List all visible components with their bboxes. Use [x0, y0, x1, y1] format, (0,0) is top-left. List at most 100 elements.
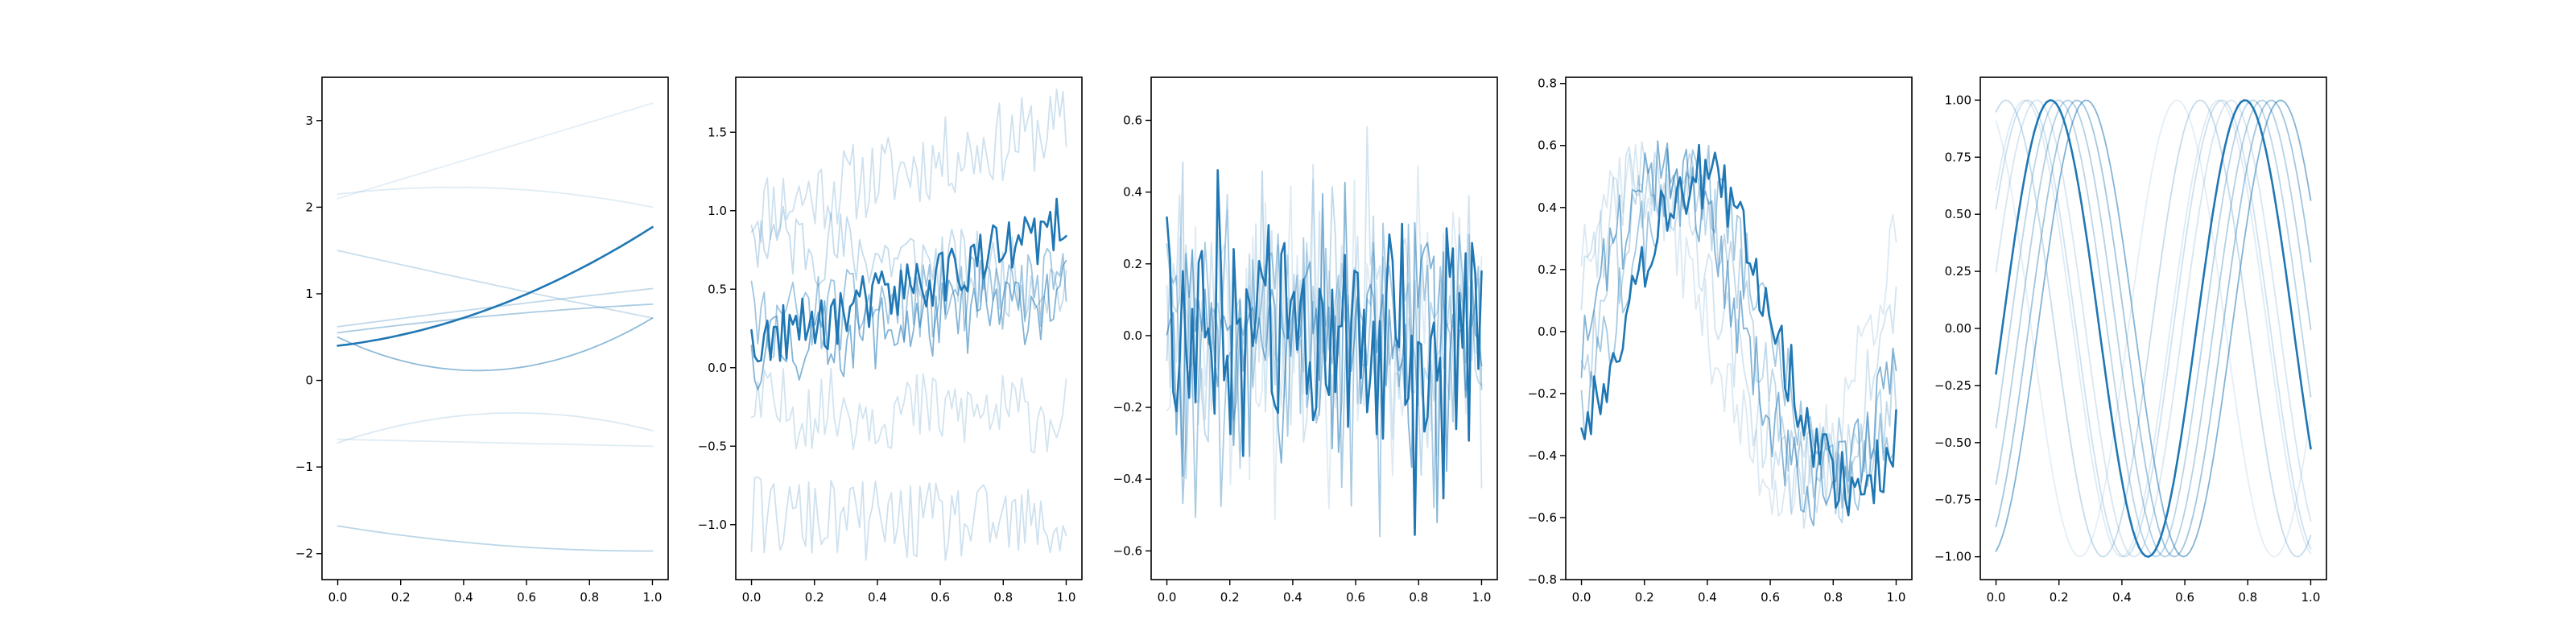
plot-area: [1995, 99, 2312, 558]
y-tick-label: 0: [305, 374, 313, 388]
series-line-2: [336, 186, 654, 208]
x-tick-label: 0.8: [2238, 590, 2257, 605]
series-line-4: [750, 259, 1067, 390]
subplot-1: 0.0 0.2 0.4 0.6 0.8 1.0 −2 −1 0 1 2 3: [295, 76, 669, 605]
series-line-7: [750, 197, 1067, 363]
series-line-4: [1995, 99, 2312, 558]
y-tick-label: −1.0: [698, 518, 727, 532]
y-tick-label: 0.6: [1538, 138, 1557, 153]
y-tick-label: 1.00: [1945, 93, 1971, 107]
y-tick-label: −0.2: [1113, 400, 1142, 415]
x-tick-label: 0.4: [2112, 590, 2132, 605]
y-tick-label: 0.4: [1123, 185, 1142, 200]
x-tick-label: 0.4: [454, 590, 473, 605]
series-line-1: [1995, 99, 2312, 558]
series-line-8: [336, 438, 654, 448]
x-tick-label: 0.6: [517, 590, 536, 605]
plot-area: [336, 102, 654, 552]
y-tick-label: −0.6: [1113, 543, 1142, 558]
series-line-1: [1580, 144, 1897, 518]
series-line-5: [1166, 181, 1483, 523]
y-tick-label: 1.0: [708, 204, 727, 218]
series-line-10: [1995, 99, 2312, 558]
series-line-6: [750, 476, 1067, 561]
subplot-3: 0.0 0.2 0.4 0.6 0.8 1.0 −0.6 −0.4 −0.2 0.0 0.2 0.4 0…: [1113, 76, 1498, 605]
y-tick-label: 1.5: [708, 125, 727, 139]
series-line-7: [1995, 99, 2312, 558]
y-tick-label: 2: [305, 200, 313, 214]
series-line-9: [336, 525, 654, 552]
y-tick-label: −0.75: [1934, 493, 1971, 507]
x-tick-label: 0.0: [328, 590, 348, 605]
y-tick-label: 0.5: [708, 282, 727, 296]
series-line-5: [1995, 99, 2312, 558]
series-line-6: [1580, 143, 1897, 517]
y-tick-label: 0.00: [1945, 321, 1971, 336]
series-line-1: [336, 102, 654, 200]
series-line-3: [336, 250, 654, 319]
x-tick-label: 0.0: [1158, 590, 1177, 605]
x-tick-label: 0.8: [993, 590, 1013, 605]
y-tick-label: −0.6: [1528, 510, 1557, 525]
y-tick-label: 0.4: [1538, 200, 1557, 215]
y-tick-label: −0.4: [1528, 448, 1557, 463]
x-tick-label: 0.8: [1409, 590, 1428, 605]
plot-area: [750, 89, 1067, 561]
y-tick-label: 0.2: [1538, 262, 1557, 277]
y-tick-label: 0.0: [1123, 328, 1142, 343]
x-tick-label: 0.2: [1635, 590, 1654, 605]
series-line-6: [1995, 99, 2312, 558]
y-tick-label: −0.25: [1934, 378, 1971, 393]
x-tick-label: 0.6: [931, 590, 950, 605]
subplot-5: 0.0 0.2 0.4 0.6 0.8 1.0 −1.00 −0.75 −0.50 −0.25 0.…: [1934, 76, 2327, 605]
x-tick-label: 0.4: [1283, 590, 1302, 605]
y-tick-label: 0.25: [1945, 264, 1971, 279]
plot-area: [1580, 140, 1897, 529]
y-tick-label: −0.2: [1528, 386, 1557, 401]
series-line-9: [1995, 99, 2312, 558]
y-tick-label: −1.00: [1934, 550, 1971, 564]
y-tick-label: 0.75: [1945, 150, 1971, 164]
y-tick-label: 0.8: [1538, 76, 1557, 91]
x-tick-label: 0.6: [1346, 590, 1365, 605]
x-tick-label: 0.4: [1698, 590, 1717, 605]
x-tick-label: 1.0: [2301, 590, 2321, 605]
series-line-5: [1580, 140, 1897, 526]
y-tick-label: 0.50: [1945, 207, 1971, 221]
subplot-4: 0.0 0.2 0.4 0.6 0.8 1.0 −0.8 −0.6 −0.4 −0.2 0.0 0.2…: [1528, 76, 1913, 605]
series-line-5: [336, 303, 654, 334]
x-tick-label: 0.4: [868, 590, 887, 605]
y-tick-label: 1: [305, 287, 313, 301]
x-tick-label: 1.0: [1057, 590, 1076, 605]
y-tick-label: 0.2: [1123, 257, 1142, 271]
x-tick-label: 1.0: [643, 590, 663, 605]
y-tick-label: −0.8: [1528, 572, 1557, 587]
y-tick-label: −0.4: [1113, 472, 1142, 486]
y-tick-label: 0.0: [1538, 324, 1557, 339]
series-line-3: [750, 247, 1067, 358]
series-line-3: [1580, 147, 1897, 524]
x-tick-label: 0.0: [742, 590, 762, 605]
x-tick-label: 0.0: [1987, 590, 2006, 605]
series-line-3: [1995, 99, 2312, 558]
x-tick-label: 0.2: [391, 590, 411, 605]
x-tick-label: 1.0: [1887, 590, 1906, 605]
x-tick-label: 0.0: [1572, 590, 1591, 605]
y-tick-label: 0.0: [708, 361, 727, 375]
x-tick-label: 0.8: [1823, 590, 1843, 605]
series-line-1: [750, 89, 1067, 244]
x-tick-label: 1.0: [1472, 590, 1492, 605]
series-line-6: [336, 317, 654, 372]
x-tick-label: 0.2: [2050, 590, 2069, 605]
x-tick-label: 0.8: [580, 590, 599, 605]
series-line-5: [750, 367, 1067, 454]
y-tick-label: 0.6: [1123, 113, 1142, 127]
y-tick-label: 3: [305, 114, 313, 128]
x-tick-label: 0.6: [2175, 590, 2194, 605]
series-line-6: [1166, 169, 1483, 536]
x-tick-label: 0.2: [1220, 590, 1240, 605]
y-tick-label: −0.5: [698, 439, 727, 453]
x-tick-label: 0.6: [1761, 590, 1780, 605]
y-tick-label: −1: [295, 460, 313, 474]
